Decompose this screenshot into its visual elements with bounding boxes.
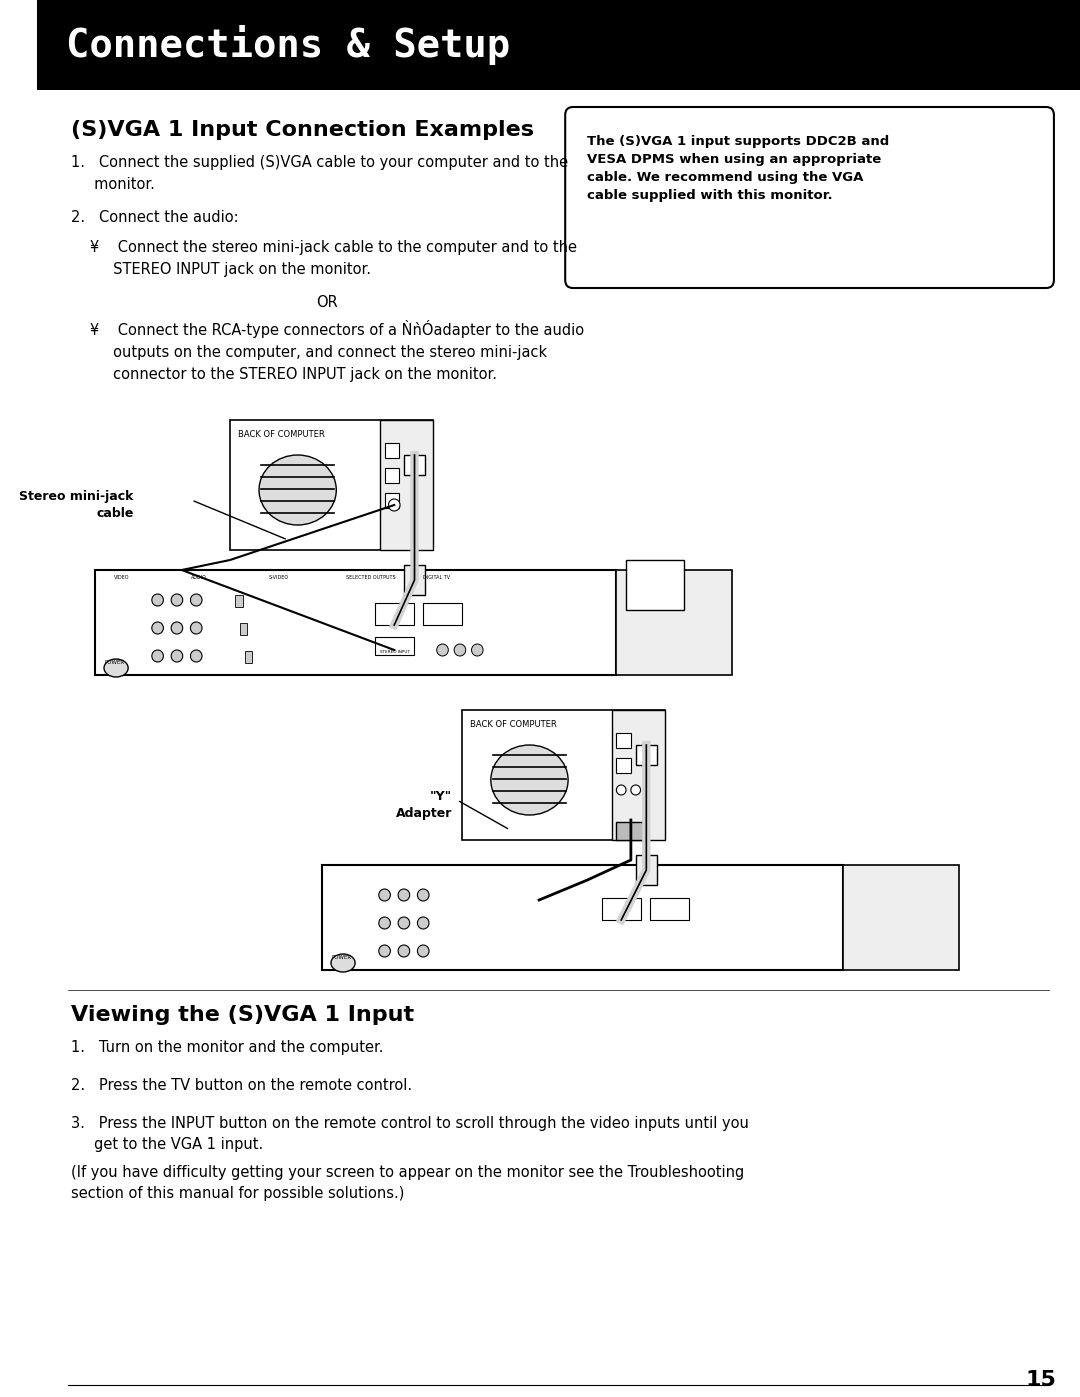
Bar	[617, 570, 732, 675]
Text: 1.   Turn on the monitor and the computer.: 1. Turn on the monitor and the computer.	[70, 1039, 383, 1055]
Text: 3.   Press the INPUT button on the remote control to scroll through the video in: 3. Press the INPUT button on the remote …	[70, 1116, 748, 1153]
Circle shape	[171, 594, 183, 606]
Circle shape	[436, 644, 448, 657]
Circle shape	[454, 644, 465, 657]
Circle shape	[379, 888, 390, 901]
Circle shape	[152, 622, 163, 634]
Bar	[650, 898, 689, 921]
Bar	[611, 710, 664, 840]
Bar	[384, 443, 400, 458]
Circle shape	[418, 944, 429, 957]
Text: The (S)VGA 1 input supports DDC2B and
VESA DPMS when using an appropriate
cable.: The (S)VGA 1 input supports DDC2B and VE…	[588, 136, 890, 203]
Circle shape	[389, 499, 400, 511]
Text: 2.   Connect the audio:: 2. Connect the audio:	[70, 210, 239, 225]
Bar	[404, 455, 426, 475]
Bar	[380, 420, 433, 550]
Bar	[617, 759, 631, 773]
Circle shape	[399, 916, 409, 929]
Circle shape	[631, 785, 640, 795]
Circle shape	[190, 594, 202, 606]
Text: BACK OF COMPUTER: BACK OF COMPUTER	[470, 719, 556, 729]
Text: DIGITAL TV: DIGITAL TV	[423, 576, 450, 580]
Bar	[626, 560, 684, 610]
Ellipse shape	[104, 659, 129, 678]
Text: BACK OF COMPUTER: BACK OF COMPUTER	[238, 430, 324, 439]
Text: 1.   Connect the supplied (S)VGA cable to your computer and to the
     monitor.: 1. Connect the supplied (S)VGA cable to …	[70, 155, 568, 193]
Bar	[375, 637, 414, 655]
Circle shape	[418, 916, 429, 929]
Bar	[602, 898, 640, 921]
Bar	[617, 733, 631, 747]
Text: STEREO INPUT: STEREO INPUT	[380, 650, 409, 654]
Bar	[322, 865, 843, 970]
Text: "Y"
Adapter: "Y" Adapter	[395, 789, 453, 820]
Circle shape	[418, 888, 429, 901]
Text: POWER: POWER	[105, 659, 124, 665]
Bar	[636, 855, 657, 886]
Text: Connections & Setup: Connections & Setup	[66, 25, 510, 66]
Bar	[423, 604, 462, 624]
Text: OR: OR	[315, 295, 338, 310]
FancyBboxPatch shape	[37, 0, 1080, 89]
Bar	[636, 745, 657, 766]
Bar	[384, 493, 400, 509]
Text: ¥    Connect the RCA-type connectors of a ǸǹÓadapter to the audio
     outputs o: ¥ Connect the RCA-type connectors of a Ǹ…	[90, 320, 584, 383]
Ellipse shape	[330, 954, 355, 972]
Circle shape	[379, 916, 390, 929]
Bar	[240, 623, 247, 636]
Circle shape	[379, 944, 390, 957]
Text: S-VIDEO: S-VIDEO	[269, 576, 288, 580]
Circle shape	[399, 944, 409, 957]
Bar	[230, 420, 433, 550]
Text: 2.   Press the TV button on the remote control.: 2. Press the TV button on the remote con…	[70, 1078, 411, 1092]
FancyBboxPatch shape	[565, 108, 1054, 288]
Circle shape	[190, 622, 202, 634]
Circle shape	[472, 644, 483, 657]
Bar	[95, 570, 617, 675]
Text: 15: 15	[1026, 1370, 1057, 1390]
Circle shape	[152, 650, 163, 662]
Circle shape	[617, 785, 626, 795]
Circle shape	[152, 594, 163, 606]
Text: POWER: POWER	[332, 956, 352, 960]
Bar	[244, 651, 253, 664]
Text: AUDIO: AUDIO	[191, 576, 207, 580]
Text: (If you have difficulty getting your screen to appear on the monitor see the Tro: (If you have difficulty getting your scr…	[70, 1165, 744, 1201]
Bar	[384, 468, 400, 483]
Ellipse shape	[490, 745, 568, 814]
Text: SELECTED OUTPUTS: SELECTED OUTPUTS	[346, 576, 395, 580]
Circle shape	[399, 888, 409, 901]
Bar	[404, 564, 426, 595]
Circle shape	[171, 622, 183, 634]
Bar	[843, 865, 959, 970]
Text: Stereo mini-jack
cable: Stereo mini-jack cable	[19, 490, 134, 520]
Circle shape	[171, 650, 183, 662]
Text: (S)VGA 1 Input Connection Examples: (S)VGA 1 Input Connection Examples	[70, 120, 534, 140]
Text: Viewing the (S)VGA 1 Input: Viewing the (S)VGA 1 Input	[70, 1004, 414, 1025]
Circle shape	[190, 650, 202, 662]
Ellipse shape	[259, 455, 336, 525]
Bar	[375, 604, 414, 624]
Bar	[234, 595, 243, 608]
Bar	[462, 710, 664, 840]
Text: ¥    Connect the stereo mini-jack cable to the computer and to the
     STEREO I: ¥ Connect the stereo mini-jack cable to …	[90, 240, 577, 277]
Text: VIDEO: VIDEO	[114, 576, 130, 580]
Bar	[617, 821, 646, 840]
